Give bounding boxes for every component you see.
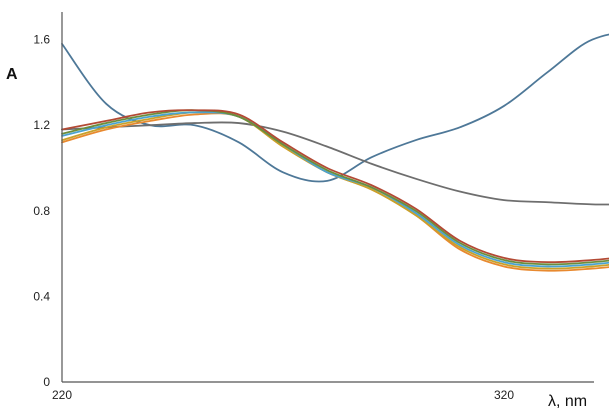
x-tick-label: 220 — [52, 388, 72, 402]
series-line-3 — [61, 112, 609, 272]
series-layer — [61, 33, 609, 272]
x-tick-label: 320 — [494, 388, 514, 402]
series-line-4 — [61, 111, 609, 270]
y-tick-label: 1.2 — [33, 118, 50, 132]
series-line-2 — [61, 121, 609, 206]
y-tick-label: 0.4 — [33, 289, 50, 303]
x-axis-title: λ, nm — [548, 393, 587, 410]
y-axis-title: A — [6, 66, 18, 83]
series-line-1 — [61, 33, 609, 183]
y-tick-label: 0.8 — [33, 204, 50, 218]
y-tick-labels: 0 0.4 0.8 1.2 1.6 — [33, 33, 50, 389]
series-line-7 — [61, 109, 609, 264]
series-line-5 — [61, 111, 609, 268]
x-tick-labels: 220320420520620 — [52, 388, 514, 402]
y-tick-label: 1.6 — [33, 33, 50, 47]
y-tick-label: 0 — [43, 375, 50, 389]
series-line-6 — [61, 109, 609, 266]
